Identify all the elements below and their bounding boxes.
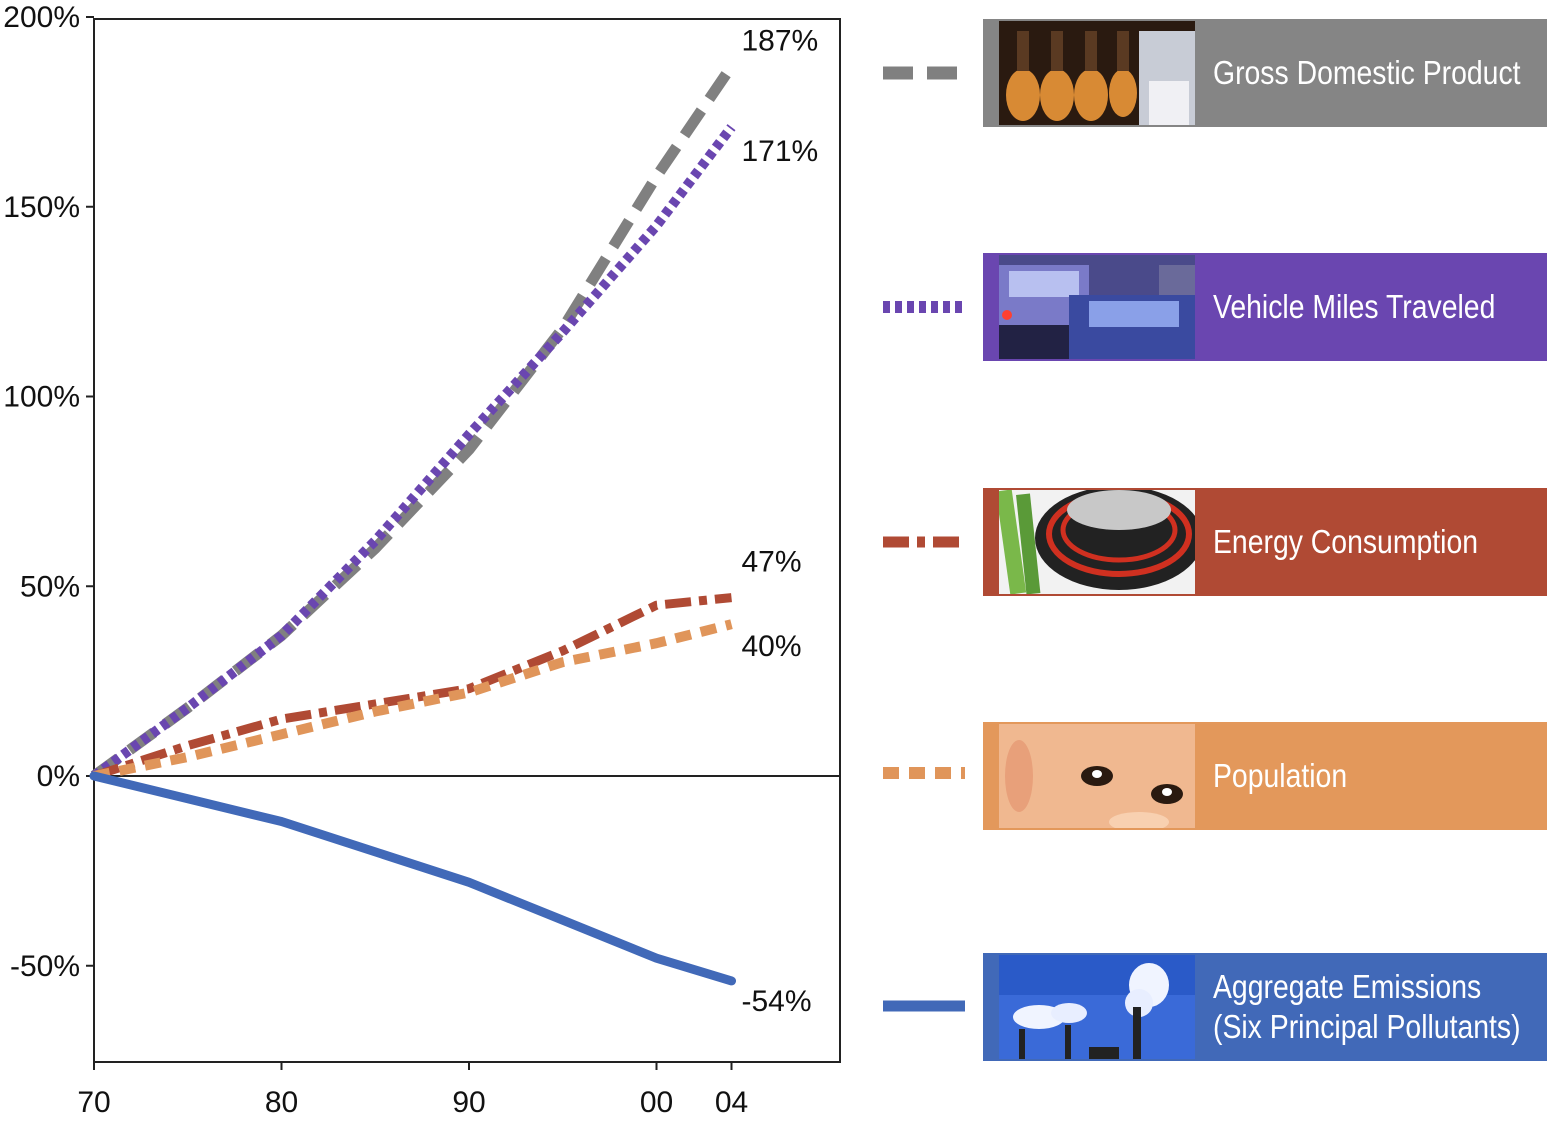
- legend-item: Vehicle Miles Traveled: [983, 253, 1547, 361]
- series-line: [90, 63, 737, 781]
- plot-frame: [93, 18, 841, 1063]
- series-end-label: 47%: [742, 546, 802, 579]
- y-tick-label: 150%: [3, 191, 80, 224]
- y-tick-label: 200%: [3, 1, 80, 34]
- x-tick-label: 00: [640, 1086, 673, 1119]
- series-line: [92, 593, 732, 781]
- x-tick-label: 80: [265, 1086, 298, 1119]
- legend-label: Aggregate Emissions (Six Principal Pollut…: [1213, 953, 1521, 1061]
- legend-label-line2: (Six Principal Pollutants): [1213, 1008, 1521, 1045]
- x-tick-label: 70: [77, 1086, 110, 1119]
- legend-label: Vehicle Miles Traveled: [1213, 253, 1496, 361]
- series-end-label: 171%: [742, 135, 819, 168]
- legend-label-line1: Gross Domestic Product: [1213, 54, 1521, 91]
- x-tick-label: 90: [452, 1086, 485, 1119]
- y-tick-label: 0%: [37, 760, 80, 793]
- legend-label-line1: Aggregate Emissions: [1213, 968, 1482, 1005]
- bottles-photo-icon: [999, 21, 1195, 125]
- legend-label-line1: Energy Consumption: [1213, 523, 1479, 560]
- legend-label-line1: Population: [1213, 757, 1348, 794]
- series-line: [89, 771, 736, 986]
- y-tick-label: -50%: [10, 950, 80, 983]
- legend-item: Energy Consumption: [983, 488, 1547, 596]
- traffic-photo-icon: [999, 255, 1195, 359]
- series-line: [93, 619, 733, 781]
- legend-item: Gross Domestic Product: [983, 19, 1547, 127]
- smokestacks-photo-icon: [999, 955, 1195, 1059]
- series-end-label: -54%: [742, 985, 812, 1018]
- legend-label: Energy Consumption: [1213, 488, 1492, 596]
- legend-item: Population: [983, 722, 1547, 830]
- series-line: [91, 124, 736, 781]
- x-tick-label: 04: [715, 1086, 748, 1119]
- stove-burner-photo-icon: [999, 490, 1195, 594]
- series-end-label: 187%: [742, 24, 819, 57]
- legend-label-line1: Vehicle Miles Traveled: [1213, 288, 1496, 325]
- baby-face-photo-icon: [999, 724, 1195, 828]
- series-end-label: 40%: [742, 630, 802, 663]
- legend-label: Population: [1213, 722, 1492, 830]
- legend-item: Aggregate Emissions (Six Principal Pollut…: [983, 953, 1547, 1061]
- y-tick-label: 100%: [3, 381, 80, 414]
- y-tick-label: 50%: [20, 570, 80, 603]
- legend-label: Gross Domestic Product: [1213, 19, 1521, 127]
